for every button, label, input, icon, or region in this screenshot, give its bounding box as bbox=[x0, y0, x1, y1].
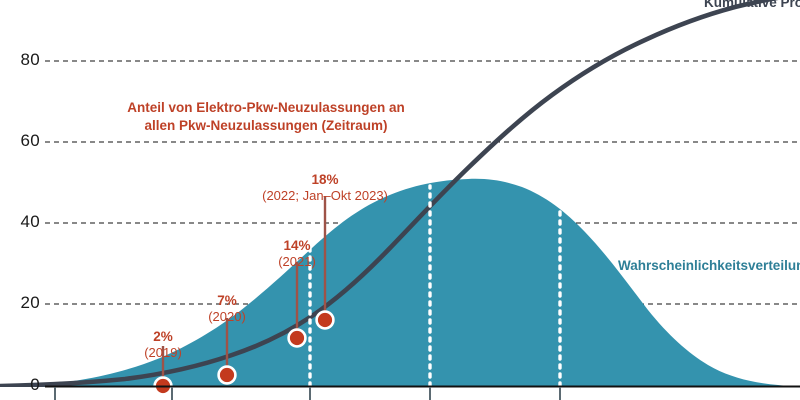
marker-pct-2019: 2% bbox=[153, 329, 173, 344]
marker-pct-2021: 14% bbox=[283, 238, 311, 253]
marker-stems bbox=[161, 196, 327, 386]
vertical-dotted-lines bbox=[308, 184, 562, 388]
marker-label-2022: 18% (2022; Jan–Okt 2023) bbox=[245, 172, 405, 203]
marker-year-2022: (2022; Jan–Okt 2023) bbox=[262, 187, 388, 203]
marker-label-2020: 7% (2020) bbox=[187, 293, 267, 324]
data-point-markers bbox=[153, 310, 335, 396]
red-title-line2: allen Pkw-Neuzulassungen (Zeitraum) bbox=[144, 118, 388, 134]
cumulative-line-path bbox=[0, 0, 779, 387]
distribution-area-path bbox=[0, 178, 800, 387]
y-tick-label-20: 20 bbox=[20, 293, 40, 312]
data-point-2021[interactable] bbox=[287, 328, 307, 348]
data-point-2020[interactable] bbox=[217, 365, 237, 385]
distribution-area-series bbox=[0, 178, 800, 387]
marker-pct-2020: 7% bbox=[217, 293, 237, 308]
y-tick-label-0: 0 bbox=[30, 375, 40, 394]
marker-pct-2022: 18% bbox=[311, 172, 339, 187]
marker-label-2021: 14% (2021) bbox=[257, 238, 337, 269]
red-title-line1: Anteil von Elektro-Pkw-Neuzulassungen an bbox=[127, 100, 405, 115]
distribution-series-label: Wahrscheinlichkeitsverteilung bbox=[618, 258, 800, 273]
marker-year-2021: (2021) bbox=[278, 253, 316, 269]
marker-label-2019: 2% (2019) bbox=[123, 329, 203, 360]
y-tick-label-40: 40 bbox=[20, 212, 40, 231]
data-point-2022[interactable] bbox=[315, 310, 335, 330]
y-tick-label-60: 60 bbox=[20, 131, 40, 150]
cumulative-line-series bbox=[0, 0, 779, 387]
x-axis bbox=[45, 385, 800, 400]
red-title: Anteil von Elektro-Pkw-Neuzulassungen an… bbox=[0, 99, 532, 135]
y-tick-label-80: 80 bbox=[20, 50, 40, 69]
marker-year-2020: (2020) bbox=[208, 308, 246, 324]
cumulative-series-label: Kumulative Pro bbox=[704, 0, 800, 10]
marker-year-2019: (2019) bbox=[144, 344, 182, 360]
